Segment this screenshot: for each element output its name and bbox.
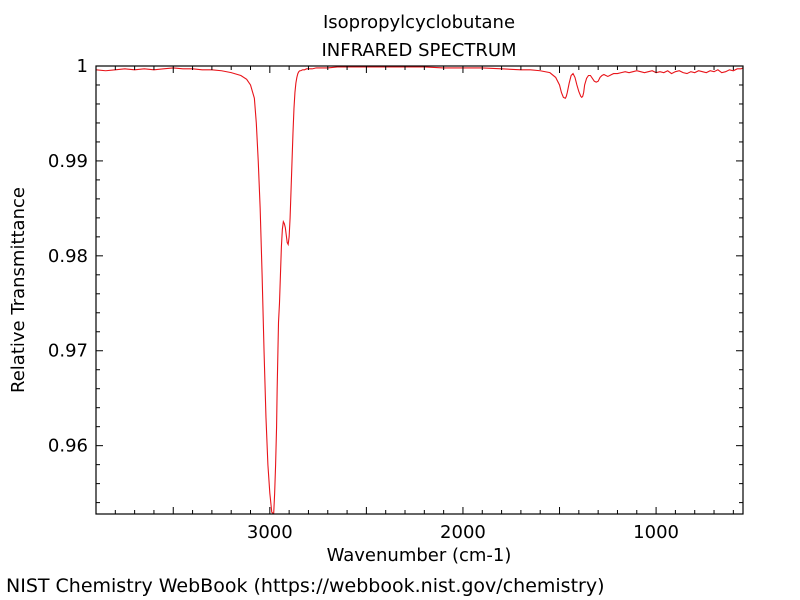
source-credit: NIST Chemistry WebBook (https://webbook.… xyxy=(6,575,605,597)
plot-frame xyxy=(95,65,744,515)
x-axis: 3000 2000 1000 xyxy=(95,66,734,543)
x-tick-label: 2000 xyxy=(440,522,486,543)
y-tick-label: 0.97 xyxy=(48,341,88,362)
y-tick-label: 0.99 xyxy=(48,151,88,172)
y-axis: 0.96 0.97 0.98 0.99 1 xyxy=(48,56,743,504)
y-tick-label: 0.98 xyxy=(48,246,88,267)
y-tick-label: 1 xyxy=(77,56,88,77)
chart-subtitle: INFRARED SPECTRUM xyxy=(321,40,516,61)
y-axis-label: Relative Transmittance xyxy=(8,187,29,393)
series-line-transmittance xyxy=(96,66,743,514)
chart-title: Isopropylcyclobutane xyxy=(323,12,515,33)
x-tick-label: 1000 xyxy=(633,522,679,543)
x-axis-label: Wavenumber (cm-1) xyxy=(327,545,512,566)
y-tick-label: 0.96 xyxy=(48,436,88,457)
x-tick-label: 3000 xyxy=(247,522,293,543)
